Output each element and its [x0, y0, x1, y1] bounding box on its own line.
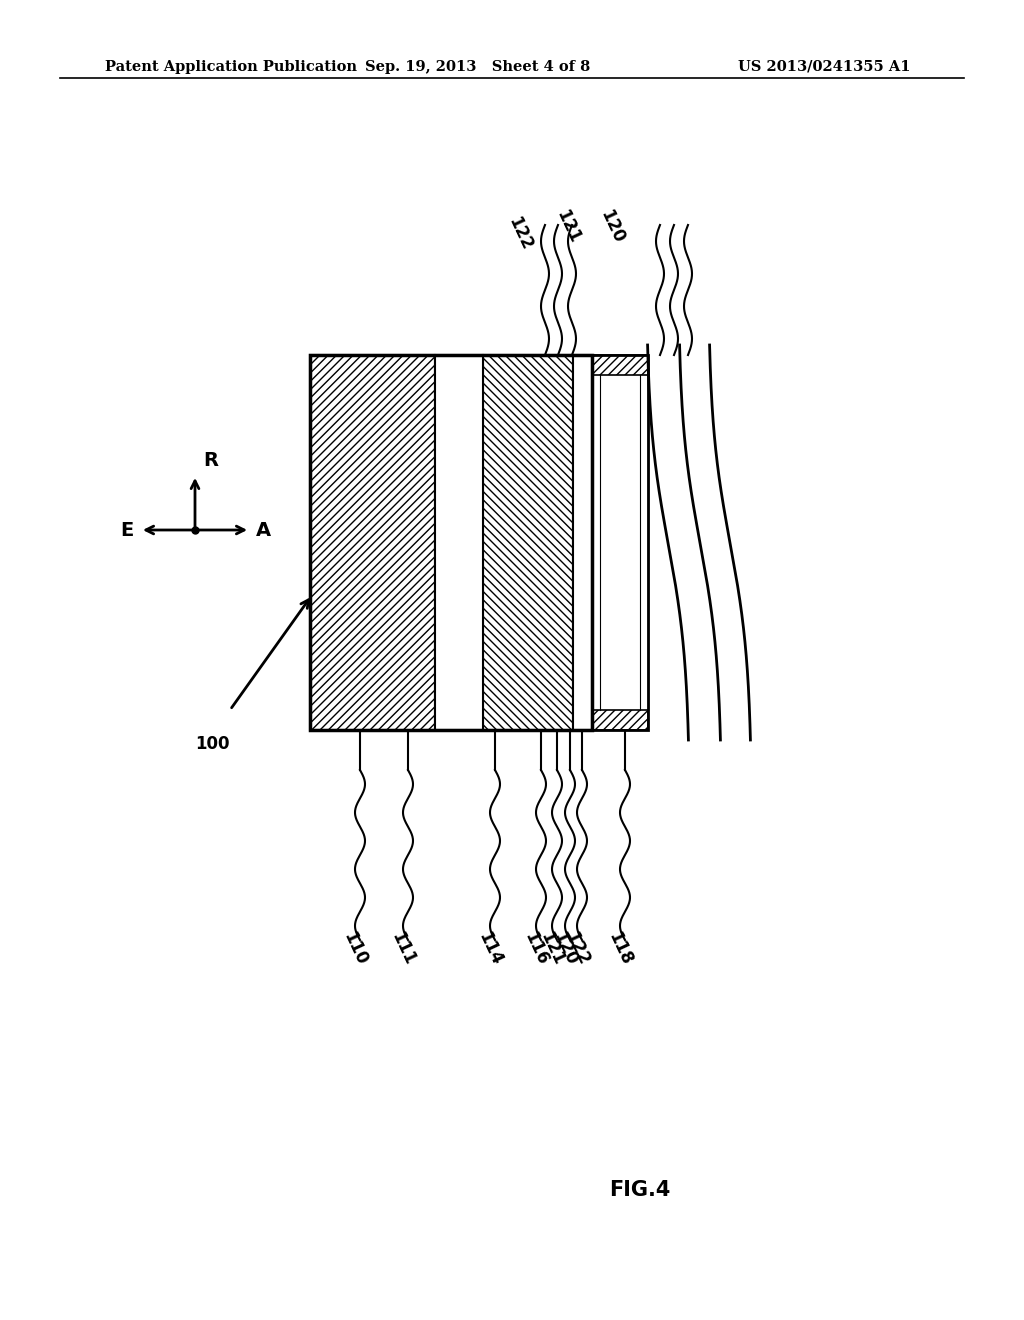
Text: 111: 111: [387, 929, 418, 969]
Text: Patent Application Publication: Patent Application Publication: [105, 59, 357, 74]
Bar: [310, 355, 592, 730]
Text: E: E: [121, 520, 134, 540]
Text: 114: 114: [474, 929, 505, 969]
Text: 120: 120: [549, 929, 581, 969]
Text: 116: 116: [520, 929, 551, 969]
Bar: [483, 355, 573, 730]
Bar: [592, 710, 648, 730]
Text: US 2013/0241355 A1: US 2013/0241355 A1: [738, 59, 910, 74]
Bar: [592, 375, 648, 710]
Text: R: R: [203, 451, 218, 470]
Text: 122: 122: [561, 929, 592, 969]
Text: 118: 118: [604, 929, 635, 969]
Text: 100: 100: [195, 735, 229, 752]
Text: 121: 121: [537, 929, 567, 969]
Text: 121: 121: [553, 207, 584, 247]
Text: Sep. 19, 2013   Sheet 4 of 8: Sep. 19, 2013 Sheet 4 of 8: [365, 59, 590, 74]
Text: 120: 120: [597, 207, 628, 247]
Bar: [435, 355, 483, 730]
Text: 110: 110: [339, 929, 371, 969]
Bar: [592, 355, 648, 730]
Bar: [310, 355, 435, 730]
Bar: [592, 355, 648, 375]
Text: A: A: [256, 520, 271, 540]
Text: FIG.4: FIG.4: [609, 1180, 671, 1200]
Text: 122: 122: [505, 214, 536, 253]
Bar: [573, 355, 592, 730]
